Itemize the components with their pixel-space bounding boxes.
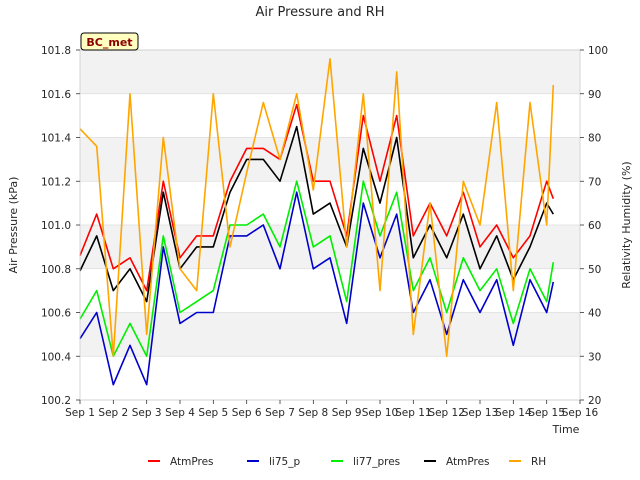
y-tick-label: 101.6 (41, 89, 71, 101)
legend: AtmPres li75_p li77_pres AtmPres RH (148, 456, 546, 468)
x-tick-label: Sep 6 (232, 407, 262, 419)
x-tick-label: Sep 13 (462, 407, 499, 419)
y2-tick-label: 90 (588, 89, 601, 101)
y2-tick-label: 30 (588, 351, 601, 363)
background-band (80, 137, 580, 182)
background-bands (80, 50, 580, 357)
y-tick-label: 100.6 (41, 308, 71, 320)
y-axis-label: Air Pressure (kPa) (7, 177, 20, 274)
legend-entry: AtmPres (170, 456, 214, 468)
y2-axis-label: Relativity Humidity (%) (620, 161, 633, 288)
series-line-1 (79, 191, 555, 386)
y2-tick-label: 100 (588, 45, 608, 57)
series-lines (79, 57, 555, 386)
chart-title: Air Pressure and RH (255, 5, 384, 20)
series-line-3 (79, 125, 554, 303)
background-band (80, 312, 580, 357)
y-tick-label: 100.8 (41, 264, 71, 276)
x-tick-label: Sep 3 (132, 407, 162, 419)
x-tick-label: Sep 9 (332, 407, 362, 419)
x-axis-ticks: Sep 1 Sep 2 Sep 3 Sep 4 Sep 5 Sep 6 Sep 7 Sep 8… (65, 400, 599, 419)
site-badge: BC_met (80, 32, 139, 51)
site-badge-label: BC_met (86, 36, 132, 49)
x-tick-label: Sep 16 (562, 407, 599, 419)
x-tick-label: Sep 14 (495, 407, 532, 419)
y-tick-label: 101.4 (41, 133, 71, 145)
y2-tick-label: 60 (588, 220, 601, 232)
x-tick-label: Sep 7 (265, 407, 295, 419)
legend-entry: li77_pres (353, 456, 400, 468)
y-axis-ticks: 100.2 100.4 100.6 100.8 101.0 101.2 101.4 101.6… (41, 45, 80, 407)
y-tick-label: 101.8 (41, 45, 71, 57)
y2-tick-label: 50 (588, 264, 601, 276)
x-tick-label: Sep 1 (65, 407, 95, 419)
site-badge-box (80, 32, 139, 51)
legend-entry: li75_p (269, 456, 300, 468)
y2-tick-label: 20 (588, 395, 601, 407)
x-tick-label: Sep 4 (165, 407, 195, 419)
y-tick-label: 100.4 (41, 351, 71, 363)
series-line-4 (79, 57, 555, 358)
series-line-2 (79, 180, 555, 358)
x-tick-label: Sep 10 (362, 407, 399, 419)
y-tick-label: 101.2 (41, 176, 71, 188)
x-tick-label: Sep 8 (298, 407, 328, 419)
x-tick-label: Sep 12 (428, 407, 465, 419)
y2-tick-label: 80 (588, 133, 601, 145)
y-tick-label: 101.0 (41, 220, 71, 232)
x-tick-label: Sep 15 (528, 407, 565, 419)
x-tick-label: Sep 2 (98, 407, 128, 419)
y2-tick-label: 70 (588, 176, 601, 188)
series-line-0 (79, 103, 555, 292)
background-band (80, 50, 580, 94)
x-axis-label: Time (552, 423, 580, 436)
y2-axis-ticks: 20 30 40 50 60 70 80 90 100 (580, 45, 608, 407)
x-tick-label: Sep 11 (395, 407, 432, 419)
legend-entry: RH (531, 456, 546, 468)
x-tick-label: Sep 5 (198, 407, 228, 419)
y-tick-label: 100.2 (41, 395, 71, 407)
legend-entry: AtmPres (446, 456, 490, 468)
y2-tick-label: 40 (588, 308, 601, 320)
